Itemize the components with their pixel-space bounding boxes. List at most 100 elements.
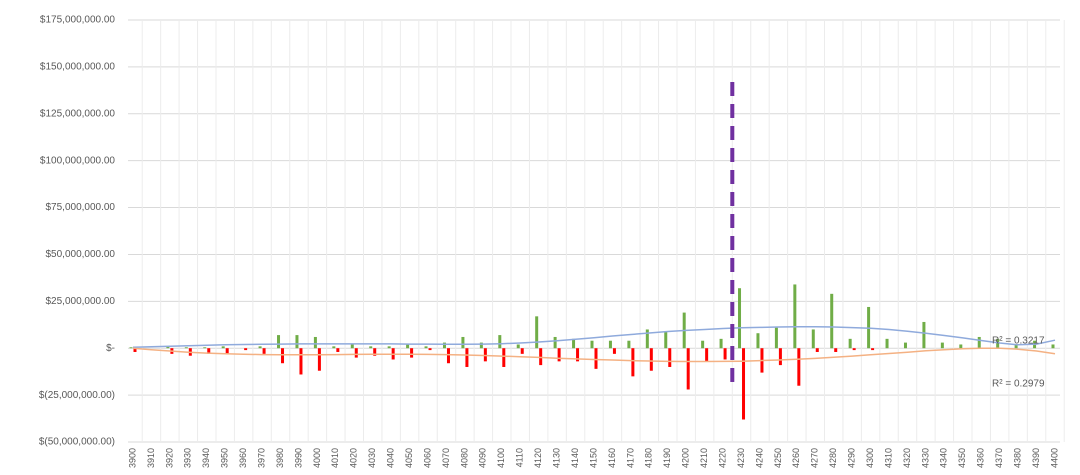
- x-tick-label: 3900: [127, 448, 137, 468]
- r-squared-label: R² = 0.3217: [992, 336, 1045, 347]
- bar: [848, 338, 852, 349]
- x-tick-label: 3950: [220, 448, 230, 468]
- bar: [129, 347, 133, 349]
- bar: [424, 346, 428, 349]
- bar: [631, 348, 635, 377]
- bar: [903, 342, 907, 349]
- bar: [258, 346, 262, 349]
- x-tick-label: 4180: [644, 448, 654, 468]
- bar: [221, 346, 225, 349]
- bar: [885, 338, 889, 349]
- bar: [483, 348, 487, 362]
- bar: [793, 284, 797, 349]
- x-tick-label: 4020: [349, 448, 359, 468]
- bar: [133, 348, 137, 352]
- x-tick-label: 4170: [625, 448, 635, 468]
- x-tick-label: 3980: [275, 448, 285, 468]
- x-tick-label: 4100: [496, 448, 506, 468]
- bar: [317, 348, 321, 371]
- bar: [461, 336, 465, 349]
- bar: [262, 348, 266, 354]
- bar: [834, 348, 838, 352]
- bar: [442, 342, 446, 349]
- bar: [668, 348, 672, 367]
- x-tick-label: 4140: [570, 448, 580, 468]
- bar: [778, 348, 782, 366]
- bar: [336, 348, 340, 352]
- bar: [332, 346, 336, 349]
- x-tick-label: 4060: [422, 448, 432, 468]
- bar: [742, 348, 746, 420]
- x-tick-label: 4010: [330, 448, 340, 468]
- bar: [281, 348, 285, 364]
- x-tick-label: 4000: [312, 448, 322, 468]
- x-tick-label: 4370: [994, 448, 1004, 468]
- bar: [516, 344, 520, 349]
- bar: [369, 346, 373, 349]
- y-tick-label: $(25,000,000.00): [39, 390, 115, 401]
- x-tick-label: 3930: [183, 448, 193, 468]
- bar: [705, 348, 709, 362]
- bar: [922, 321, 926, 349]
- bar: [1051, 344, 1055, 349]
- bar: [520, 348, 524, 354]
- bar: [701, 340, 705, 349]
- x-tick-label: 4380: [1012, 448, 1022, 468]
- x-tick-label: 4320: [902, 448, 912, 468]
- bar: [350, 344, 354, 349]
- bar: [354, 348, 358, 358]
- x-tick-label: 4340: [939, 448, 949, 468]
- bar: [686, 348, 690, 390]
- y-tick-label: $50,000,000.00: [45, 249, 115, 260]
- bar: [410, 348, 414, 358]
- bar: [465, 348, 469, 367]
- bar: [612, 348, 616, 354]
- bar: [871, 348, 875, 351]
- bar: [811, 329, 815, 349]
- bar: [166, 346, 170, 349]
- x-tick-label: 4040: [386, 448, 396, 468]
- bar: [977, 336, 981, 349]
- x-tick-label: 4090: [478, 448, 488, 468]
- bar: [576, 348, 580, 362]
- bar: [498, 335, 502, 349]
- bar: [774, 327, 778, 349]
- bar: [406, 344, 410, 349]
- bar: [664, 331, 668, 349]
- x-tick-label: 4290: [847, 448, 857, 468]
- bar: [738, 288, 742, 349]
- bar: [830, 293, 834, 349]
- trendline: [132, 347, 1056, 363]
- bar: [608, 340, 612, 349]
- bar: [723, 348, 727, 360]
- y-tick-label: $(50,000,000.00): [39, 437, 115, 448]
- bar: [535, 316, 539, 349]
- x-tick-label: 4130: [551, 448, 561, 468]
- bar: [959, 344, 963, 349]
- r-squared-label: R² = 0.2979: [992, 379, 1045, 390]
- bar: [539, 348, 543, 366]
- y-tick-label: $175,000,000.00: [40, 15, 116, 26]
- bar: [446, 348, 450, 364]
- bar: [502, 348, 506, 367]
- y-tick-label: $25,000,000.00: [45, 296, 115, 307]
- x-tick-label: 4360: [976, 448, 986, 468]
- bar: [225, 348, 229, 354]
- bar: [313, 336, 317, 349]
- y-tick-label: $100,000,000.00: [40, 155, 116, 166]
- x-tick-label: 4270: [810, 448, 820, 468]
- x-tick-label: 4240: [754, 448, 764, 468]
- bar: [590, 340, 594, 349]
- x-tick-label: 4230: [736, 448, 746, 468]
- x-tick-label: 4280: [828, 448, 838, 468]
- y-tick-label: $150,000,000.00: [40, 62, 116, 73]
- x-tick-label: 4050: [404, 448, 414, 468]
- y-tick-label: $125,000,000.00: [40, 108, 116, 119]
- bar: [1014, 344, 1018, 349]
- bar: [852, 348, 856, 351]
- x-tick-label: 4110: [515, 448, 525, 467]
- bar: [719, 338, 723, 349]
- bar: [756, 333, 760, 349]
- bar: [627, 340, 631, 349]
